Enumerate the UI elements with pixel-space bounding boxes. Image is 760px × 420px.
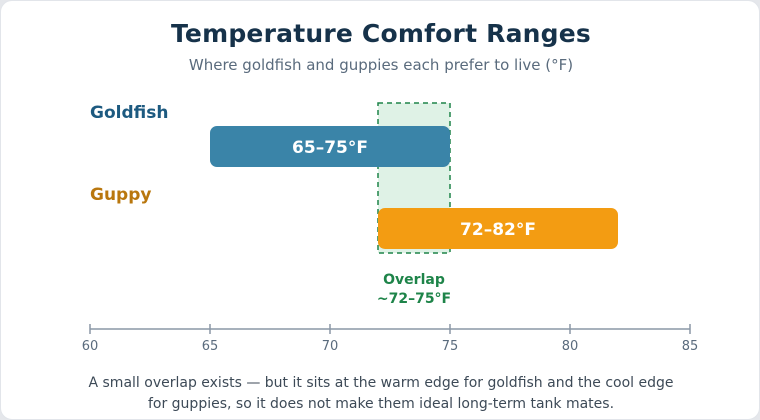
- x-tick-label-70: 70: [322, 339, 339, 354]
- series-label-guppy: Guppy: [90, 185, 151, 205]
- x-tick-label-80: 80: [562, 339, 579, 354]
- range-bar-guppy: [378, 208, 618, 249]
- range-bar-goldfish: [210, 126, 450, 167]
- range-label-guppy: 72–82°F: [460, 220, 536, 240]
- chart-title: Temperature Comfort Ranges: [171, 19, 591, 48]
- x-tick-label-60: 60: [82, 339, 99, 354]
- x-tick-label-65: 65: [202, 339, 219, 354]
- overlap-range-label: ~72–75°F: [377, 291, 451, 307]
- overlap-label: Overlap: [383, 272, 445, 288]
- series-label-goldfish: Goldfish: [90, 103, 168, 123]
- x-tick-label-85: 85: [682, 339, 699, 354]
- chart-note: A small overlap exists — but it sits at …: [88, 375, 674, 412]
- chart-subtitle: Where goldfish and guppies each prefer t…: [188, 56, 574, 74]
- x-tick-label-75: 75: [442, 339, 459, 354]
- range-label-goldfish: 65–75°F: [292, 138, 368, 158]
